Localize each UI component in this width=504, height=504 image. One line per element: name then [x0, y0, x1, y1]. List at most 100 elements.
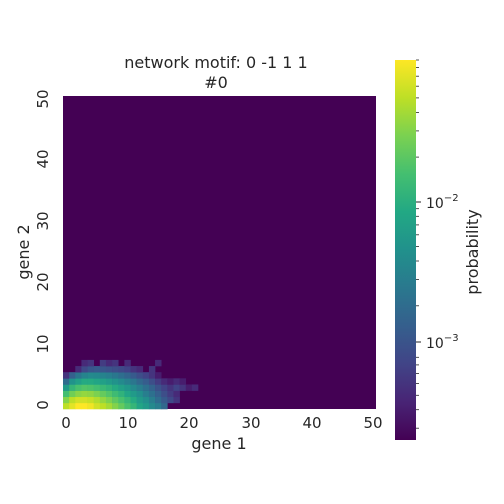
- heatmap-cell: [63, 402, 70, 410]
- chart-title: network motif: 0 -1 1 1: [124, 53, 307, 72]
- heatmap-cell: [87, 366, 94, 373]
- heatmap-cell: [142, 396, 150, 404]
- heatmap-cell: [136, 396, 144, 404]
- heatmap-cell: [93, 366, 101, 373]
- heatmap-cell: [124, 402, 131, 410]
- heatmap-cell: [167, 384, 174, 391]
- heatmap-cell: [69, 384, 76, 391]
- heatmap-cell: [161, 402, 168, 410]
- heatmap-cell: [112, 378, 119, 385]
- heatmap-cell: [99, 378, 107, 385]
- heatmap-cell: [173, 384, 180, 391]
- colorbar-gradient: [395, 60, 416, 440]
- heatmap-cell: [112, 372, 119, 379]
- heatmap-cell: [81, 390, 88, 398]
- heatmap-cell: [99, 402, 107, 410]
- heatmap-background: [63, 96, 376, 409]
- heatmap-cell: [130, 384, 137, 391]
- heatmap-cell: [185, 384, 193, 391]
- heatmap-cell: [81, 378, 88, 385]
- heatmap-cell: [69, 402, 76, 410]
- x-tick-label: 20: [179, 414, 198, 432]
- heatmap-cell: [87, 390, 94, 398]
- heatmap-cell: [148, 378, 156, 385]
- heatmap-cell: [81, 366, 88, 373]
- colorbar-label: probability: [463, 209, 482, 294]
- heatmap-cell: [63, 372, 70, 379]
- heatmap-cell: [99, 396, 107, 404]
- heatmap-cell: [118, 372, 125, 379]
- heatmap-cell: [87, 359, 94, 367]
- heatmap-cell: [99, 390, 107, 398]
- heatmap-cell: [118, 384, 125, 391]
- heatmap-cell: [124, 372, 131, 379]
- heatmap-cell: [112, 402, 119, 410]
- heatmap-cell: [155, 402, 162, 410]
- heatmap-cell: [155, 372, 162, 379]
- heatmap-cell: [81, 396, 88, 404]
- heatmap-cell: [148, 402, 156, 410]
- heatmap-cell: [167, 378, 174, 385]
- heatmap-cell: [148, 390, 156, 398]
- y-axis: 0 10 20 30 40 50 gene 2: [14, 89, 52, 409]
- heatmap-cell: [93, 372, 101, 379]
- heatmap-cell: [87, 402, 94, 410]
- heatmap-cell: [124, 366, 131, 373]
- heatmap-cell: [69, 390, 76, 398]
- heatmap-cell: [124, 396, 131, 404]
- heatmap-cell: [161, 396, 168, 404]
- heatmap-cell: [93, 396, 101, 404]
- colorbar-tick-exponent: −2: [444, 193, 459, 204]
- heatmap-plot-area: [63, 96, 376, 410]
- heatmap-cell: [93, 378, 101, 385]
- heatmap-cell: [99, 372, 107, 379]
- heatmap-cell: [130, 378, 137, 385]
- y-axis-label: gene 2: [14, 224, 33, 279]
- heatmap-cell: [112, 366, 119, 373]
- heatmap-cell: [75, 366, 82, 373]
- heatmap-cell: [173, 390, 180, 398]
- heatmap-cell: [161, 378, 168, 385]
- colorbar-minor-ticks: [416, 59, 419, 429]
- heatmap-cell: [124, 359, 131, 367]
- heatmap-cell: [118, 402, 125, 410]
- heatmap-cell: [130, 402, 137, 410]
- heatmap-cell: [81, 402, 88, 410]
- heatmap-cell: [130, 390, 137, 398]
- y-tick-label: 20: [34, 272, 52, 291]
- heatmap-cell: [167, 396, 174, 404]
- heatmap-cell: [136, 384, 144, 391]
- heatmap-cell: [142, 402, 150, 410]
- heatmap-cell: [87, 396, 94, 404]
- heatmap-cell: [124, 390, 131, 398]
- heatmap-cell: [81, 384, 88, 391]
- heatmap-cell: [112, 390, 119, 398]
- y-tick-label: 50: [34, 89, 52, 108]
- heatmap-cell: [173, 396, 180, 404]
- y-tick-label: 0: [34, 400, 52, 410]
- heatmap-cell: [93, 402, 101, 410]
- heatmap-cell: [75, 384, 82, 391]
- heatmap-cell: [81, 359, 88, 367]
- heatmap-cell: [130, 396, 137, 404]
- heatmap-cell: [130, 372, 137, 379]
- x-tick-label: 50: [363, 414, 382, 432]
- heatmap-cell: [75, 390, 82, 398]
- heatmap-cell: [87, 372, 94, 379]
- heatmap-cell: [142, 378, 150, 385]
- chart-subtitle: #0: [204, 73, 228, 92]
- heatmap-cells: [63, 359, 199, 410]
- heatmap-cell: [179, 378, 187, 385]
- heatmap-cell: [118, 378, 125, 385]
- heatmap-cell: [155, 396, 162, 404]
- y-tick-label: 10: [34, 334, 52, 353]
- heatmap-cell: [124, 384, 131, 391]
- heatmap-cell: [148, 366, 156, 373]
- heatmap-cell: [75, 396, 82, 404]
- heatmap-cell: [99, 384, 107, 391]
- heatmap-cell: [136, 390, 144, 398]
- heatmap-cell: [105, 372, 113, 379]
- heatmap-cell: [112, 359, 119, 367]
- heatmap-cell: [105, 384, 113, 391]
